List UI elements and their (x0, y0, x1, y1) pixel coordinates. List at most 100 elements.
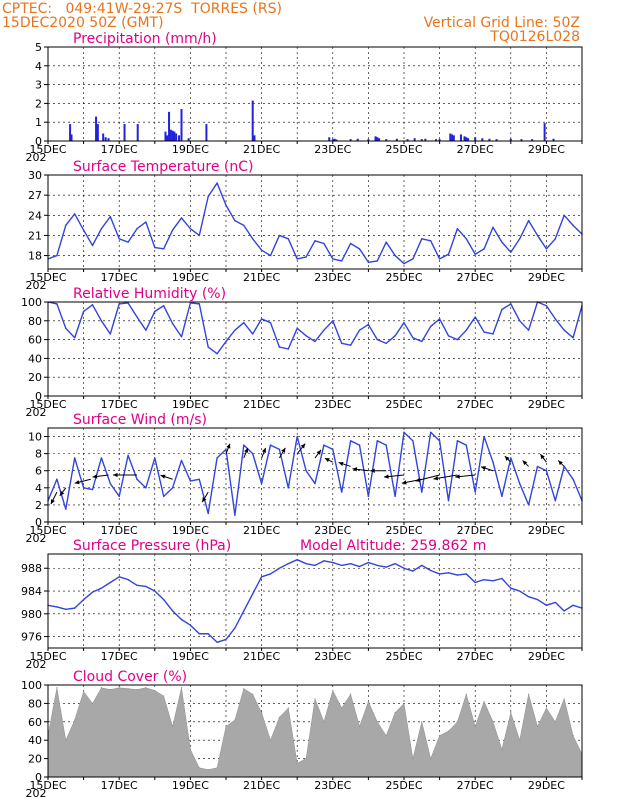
precipitation-bar (376, 137, 379, 141)
pressure-point (430, 569, 432, 572)
precipitation-bar (356, 138, 359, 141)
wind-point (323, 444, 325, 446)
pressure-xtick-label: 15DEC (29, 650, 66, 663)
cloud-cover-point (65, 739, 67, 741)
wind-arrow-head (324, 458, 330, 463)
wind-point (296, 435, 298, 438)
temperature-point (127, 241, 129, 243)
cloud-cover-point (207, 769, 209, 771)
wind-point (287, 487, 289, 489)
wind-point (100, 457, 103, 459)
temperature-point (82, 229, 85, 231)
wind-ytick-label: 8 (35, 448, 42, 461)
precipitation-bar (452, 135, 455, 141)
precipitation-xtick-label: 17DEC (101, 143, 138, 156)
humidity-point (163, 305, 165, 307)
wind-point (145, 487, 147, 489)
wind-point (349, 440, 352, 442)
cloud-cover-point (439, 735, 441, 737)
humidity-point (456, 338, 459, 341)
precipitation-bar (168, 111, 171, 141)
cloud-cover-point (234, 719, 236, 721)
wind-frame (47, 427, 583, 523)
panel-temperature: 18 21 24 27 30 15DEC 17DEC 19DEC 21DEC 23DEC 25DEC… (26, 159, 583, 292)
pressure-point (456, 574, 459, 576)
wind-point (430, 431, 432, 433)
wind-arrow-head (226, 443, 231, 449)
temperature-point (56, 254, 58, 257)
humidity-point (65, 327, 67, 330)
precipitation-ytick-label: 4 (35, 60, 42, 73)
precipitation-bar (169, 129, 172, 141)
cloud-cover-point (180, 687, 183, 689)
cloud-cover-area (47, 687, 583, 778)
humidity-ytick-label: 0 (35, 390, 42, 403)
temperature-year-label: 202 (26, 279, 47, 292)
cloud-cover-point (296, 762, 298, 764)
pressure-point (82, 598, 85, 601)
wind-point (483, 435, 485, 438)
wind-xtick-label: 25DEC (385, 524, 422, 537)
wind-point (367, 495, 370, 498)
wind-point (260, 482, 263, 485)
pressure-point (269, 573, 272, 575)
temperature-point (492, 226, 494, 229)
header-grid-line-note: Vertical Grid Line: 50Z (424, 15, 580, 31)
temperature-point (198, 234, 200, 237)
humidity-point (74, 337, 76, 339)
wind-arrow-head (540, 454, 545, 460)
humidity-point (180, 336, 183, 338)
humidity-point (118, 303, 120, 305)
temperature-point (171, 229, 174, 231)
pressure-point (180, 618, 183, 621)
temperature-point (314, 240, 316, 242)
pressure-point (109, 581, 112, 584)
humidity-point (305, 335, 307, 337)
wind-point (269, 444, 272, 446)
humidity-point (367, 323, 370, 326)
temperature-point (510, 251, 512, 253)
wind-arrow-head (74, 480, 80, 485)
precipitation-bar (509, 138, 512, 141)
humidity-point (527, 329, 530, 331)
precipitation-bar (328, 137, 331, 141)
precipitation-ytick-label: 3 (35, 79, 42, 92)
temperature-point (136, 228, 138, 230)
wind-arrow-head (316, 449, 321, 455)
precipitation-year-label: 202 (26, 151, 47, 164)
precipitation-bar (481, 138, 484, 141)
precipitation-xtick-label: 23DEC (314, 143, 351, 156)
cloud-cover-point (100, 687, 102, 689)
wind-point (216, 457, 218, 459)
precipitation-bar (178, 135, 181, 141)
precipitation-bar (180, 109, 183, 141)
wind-arrow-head (202, 497, 207, 503)
humidity-point (385, 342, 387, 345)
humidity-point (198, 303, 200, 305)
wind-arrow-head (160, 474, 166, 479)
precipitation-xtick-label: 27DEC (457, 143, 494, 156)
wind-point (91, 488, 94, 491)
humidity-point (430, 325, 432, 328)
precipitation-bar (449, 133, 452, 141)
header-run-date: 15DEC2020 50Z (GMT) (2, 15, 164, 31)
wind-point (545, 470, 548, 472)
cloud-cover-point (412, 758, 414, 760)
cloud-cover-point (172, 725, 174, 728)
temperature-point (563, 214, 565, 216)
temperature-point (527, 219, 530, 222)
precipitation-bar (96, 124, 99, 141)
temperature-ytick-label: 18 (28, 250, 42, 263)
pressure-ytick-label: 988 (21, 562, 42, 575)
precipitation-bar (465, 137, 468, 141)
cloud-cover-point (323, 721, 325, 723)
humidity-ytick-label: 60 (28, 334, 42, 347)
wind-point (341, 491, 343, 493)
wind-xtick-label: 21DEC (243, 524, 280, 537)
humidity-point (474, 316, 476, 318)
cloud-cover-xtick-label: 15DEC (29, 779, 66, 792)
pressure-point (358, 565, 361, 568)
temperature-point (278, 234, 281, 237)
wind-point (243, 444, 245, 446)
